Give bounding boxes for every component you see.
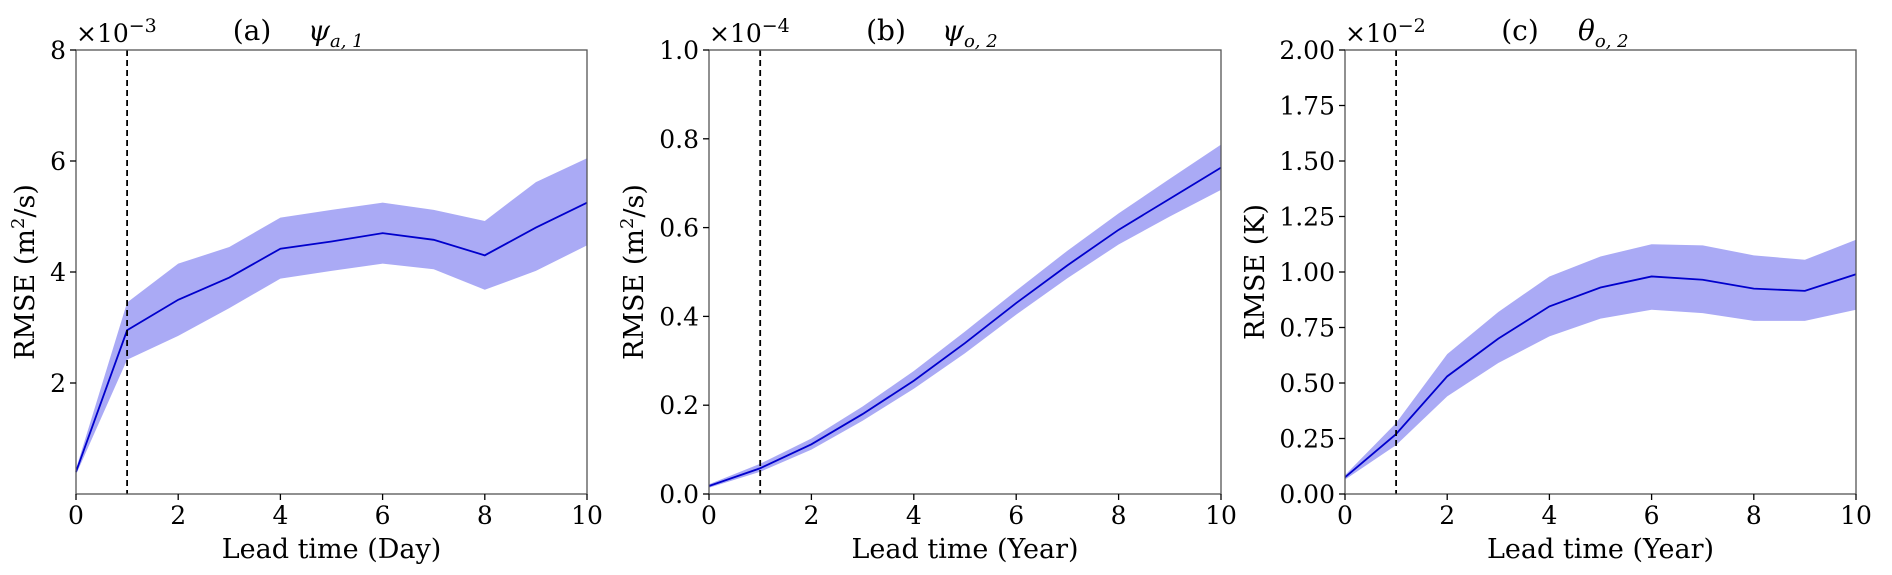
mean-line — [1344, 273, 1857, 479]
x-axis-label: Lead time (Day) — [222, 534, 442, 565]
x-tick-label: 2 — [170, 501, 186, 530]
multiplier-base: ×10 — [76, 19, 129, 48]
y-tick-label: 1.50 — [1279, 147, 1335, 176]
panel-label: (a) — [233, 14, 272, 47]
x-tick-label: 8 — [1746, 501, 1762, 530]
x-tick-label: 0 — [1337, 501, 1353, 530]
confidence-band — [1345, 239, 1856, 480]
y-axis-label-superscript: 2 — [617, 218, 638, 229]
multiplier-exponent: −2 — [1398, 15, 1426, 37]
title-subscript: o, 2 — [964, 31, 998, 52]
confidence-band — [76, 158, 587, 475]
title-subscript: o, 2 — [1595, 31, 1629, 52]
y-tick-label: 0.4 — [659, 302, 699, 331]
y-tick-label: 1.75 — [1279, 92, 1335, 121]
y-tick-label: 2 — [50, 369, 66, 398]
y-axis-label-suffix: /s) — [10, 184, 41, 218]
mean-line — [75, 201, 588, 473]
y-axis-label-superscript: 2 — [8, 218, 29, 229]
y-tick-label: 1.0 — [659, 36, 699, 65]
multiplier-base: ×10 — [1345, 19, 1398, 48]
x-axis-label: Lead time (Year) — [851, 534, 1078, 565]
y-tick-label: 0.50 — [1279, 369, 1335, 398]
multiplier-exponent: −3 — [129, 15, 157, 37]
y-tick-label: 0.6 — [659, 214, 699, 243]
title-subscript: a, 1 — [330, 31, 364, 52]
x-tick-label: 6 — [1008, 501, 1024, 530]
x-tick-label: 4 — [272, 501, 288, 530]
x-tick-label: 10 — [1205, 501, 1237, 530]
multiplier-base: ×10 — [709, 19, 762, 48]
y-tick-label: 1.25 — [1279, 203, 1335, 232]
y-tick-label: 4 — [50, 258, 66, 287]
y-axis-label: RMSE (K) — [1240, 204, 1271, 340]
multiplier-exponent: −4 — [762, 15, 790, 37]
confidence-band — [709, 144, 1221, 488]
x-tick-label: 10 — [1840, 501, 1872, 530]
x-axis-label: Lead time (Year) — [1487, 534, 1714, 565]
x-tick-label: 8 — [1111, 501, 1127, 530]
y-tick-label: 8 — [50, 36, 66, 65]
y-tick-label: 0.8 — [659, 125, 699, 154]
y-axis-label-prefix: RMSE (m — [10, 229, 41, 360]
plot-frame — [708, 49, 1222, 495]
title-symbol: θ — [1578, 14, 1595, 47]
y-axis-label: RMSE (m2/s) — [617, 184, 650, 360]
title-symbol: ψ — [308, 14, 331, 47]
x-tick-label: 8 — [477, 501, 493, 530]
y-tick-label: 1.00 — [1279, 258, 1335, 287]
x-tick-label: 2 — [803, 501, 819, 530]
x-tick-label: 6 — [375, 501, 391, 530]
y-tick-label: 0.75 — [1279, 314, 1335, 343]
chart-panel-3: 0 2 4 6 8 10 0.00 0.25 0.50 0.75 1.00 1.25 1.50 1.75 2… — [1240, 14, 1872, 565]
x-tick-label: 4 — [1541, 501, 1557, 530]
y-axis-label-suffix: /s) — [619, 184, 650, 218]
y-axis-label-prefix: RMSE (K) — [1240, 204, 1271, 340]
y-tick-label: 0.0 — [659, 480, 699, 509]
chart-panel-2: 0 2 4 6 8 10 0.0 0.2 0.4 0.6 0.8 1.0 Lead time (Year… — [617, 14, 1237, 565]
y-axis-label: RMSE (m2/s) — [8, 184, 41, 360]
panel-title: ψa, 1 — [308, 14, 364, 52]
panel-label: (c) — [1501, 14, 1539, 47]
y-tick-label: 0.25 — [1279, 425, 1335, 454]
x-tick-label: 6 — [1644, 501, 1660, 530]
title-symbol: ψ — [942, 14, 965, 47]
y-tick-label: 6 — [50, 147, 66, 176]
y-tick-label: 0.2 — [659, 391, 699, 420]
x-tick-label: 0 — [701, 501, 717, 530]
y-tick-label: 0.00 — [1279, 480, 1335, 509]
offset-multiplier: ×10−4 — [709, 15, 790, 48]
x-tick-label: 0 — [68, 501, 84, 530]
panel-title: θo, 2 — [1578, 14, 1629, 52]
panel-title: ψo, 2 — [942, 14, 998, 52]
panel-label: (b) — [866, 14, 906, 47]
x-tick-label: 2 — [1439, 501, 1455, 530]
mean-line — [708, 166, 1222, 487]
x-tick-label: 4 — [906, 501, 922, 530]
x-tick-label: 10 — [571, 501, 603, 530]
offset-multiplier: ×10−3 — [76, 15, 157, 48]
y-tick-label: 2.00 — [1279, 36, 1335, 65]
y-axis-label-prefix: RMSE (m — [619, 229, 650, 360]
offset-multiplier: ×10−2 — [1345, 15, 1426, 48]
